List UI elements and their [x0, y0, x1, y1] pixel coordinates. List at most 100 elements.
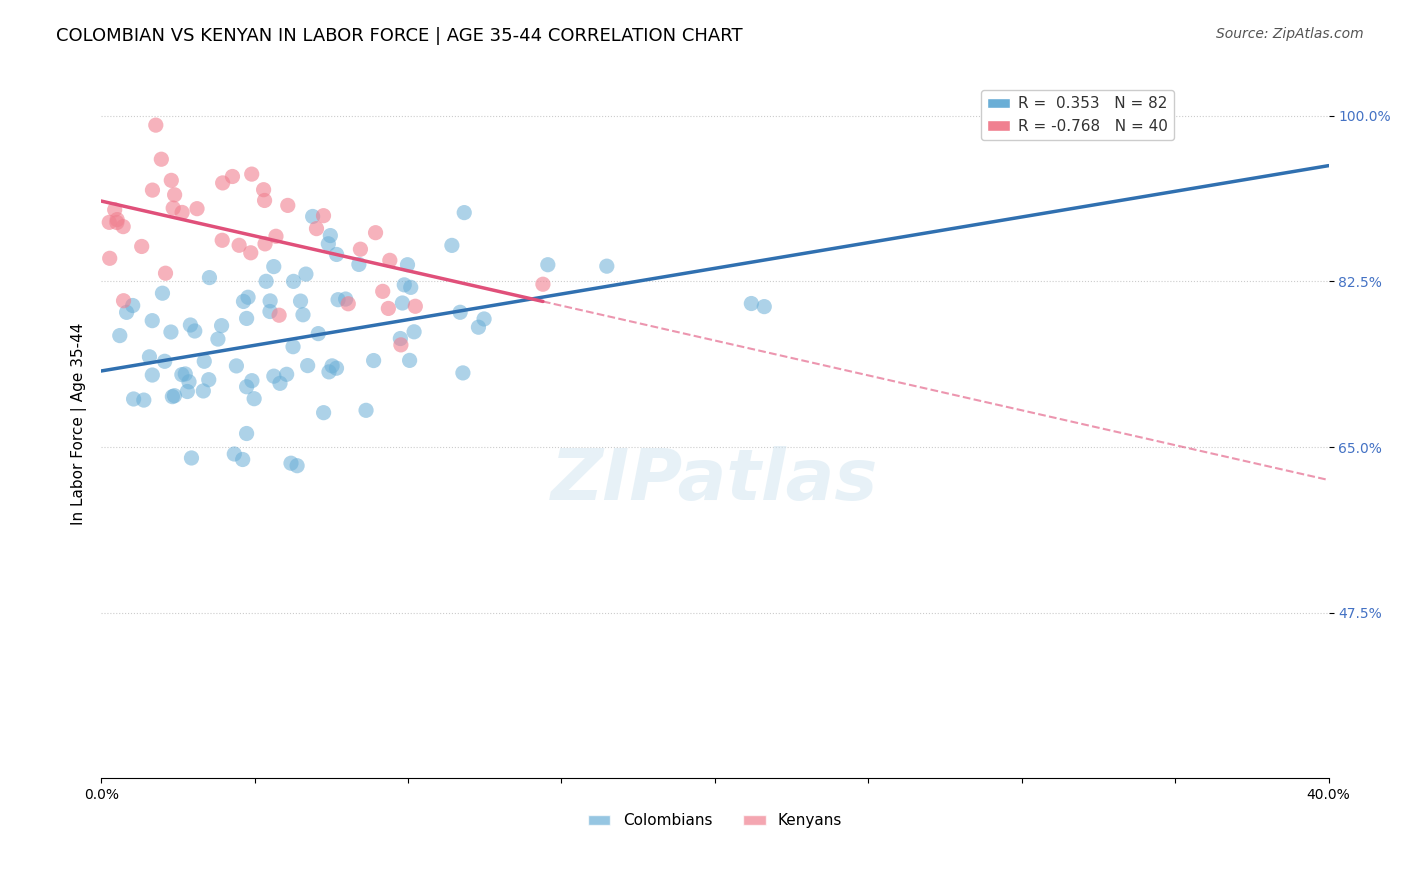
Point [305, 221, 328, 235]
Point [211, 233, 233, 247]
Point [440, 238, 463, 252]
Point [283, 274, 305, 288]
Point [531, 277, 554, 292]
Point [160, 325, 183, 339]
Point [312, 209, 335, 223]
Point [451, 366, 474, 380]
Point [162, 201, 184, 215]
Point [153, 354, 176, 368]
Point [290, 294, 312, 309]
Text: COLOMBIAN VS KENYAN IN LABOR FORCE | AGE 35-44 CORRELATION CHART: COLOMBIAN VS KENYAN IN LABOR FORCE | AGE… [56, 27, 742, 45]
Text: ZIPatlas: ZIPatlas [551, 446, 879, 515]
Point [254, 274, 277, 288]
Point [235, 380, 257, 394]
Point [152, 286, 174, 301]
Point [150, 153, 173, 167]
Point [221, 169, 243, 184]
Point [264, 229, 287, 244]
Point [253, 194, 276, 208]
Point [232, 294, 254, 309]
Point [467, 320, 489, 334]
Point [228, 238, 250, 252]
Point [404, 299, 426, 313]
Point [335, 292, 357, 306]
Point [389, 332, 412, 346]
Point [398, 353, 420, 368]
Point [354, 403, 377, 417]
Point [240, 167, 263, 181]
Point [177, 375, 200, 389]
Point [198, 270, 221, 285]
Point [184, 324, 207, 338]
Point [263, 369, 285, 384]
Point [297, 359, 319, 373]
Point [235, 426, 257, 441]
Point [207, 332, 229, 346]
Point [371, 285, 394, 299]
Point [224, 447, 246, 461]
Point [263, 260, 285, 274]
Point [211, 176, 233, 190]
Point [285, 458, 308, 473]
Point [98, 252, 121, 266]
Point [259, 293, 281, 308]
Point [155, 266, 177, 280]
Point [141, 313, 163, 327]
Point [321, 359, 343, 373]
Point [404, 325, 426, 339]
Point [325, 247, 347, 261]
Point [377, 301, 399, 316]
Point [211, 318, 233, 333]
Point [319, 228, 342, 243]
Point [163, 389, 186, 403]
Point [132, 393, 155, 408]
Point [186, 202, 208, 216]
Point [391, 296, 413, 310]
Point [312, 406, 335, 420]
Point [301, 210, 323, 224]
Legend: Colombians, Kenyans: Colombians, Kenyans [582, 807, 848, 834]
Point [325, 361, 347, 376]
Point [754, 300, 776, 314]
Point [141, 183, 163, 197]
Point [337, 297, 360, 311]
Point [240, 374, 263, 388]
Point [307, 326, 329, 341]
Point [105, 215, 128, 229]
Point [389, 338, 412, 352]
Point [291, 308, 314, 322]
Point [378, 253, 401, 268]
Point [254, 236, 277, 251]
Point [453, 205, 475, 219]
Point [170, 368, 193, 382]
Point [112, 219, 135, 234]
Point [98, 215, 121, 229]
Point [243, 392, 266, 406]
Point [277, 198, 299, 212]
Point [259, 304, 281, 318]
Point [537, 258, 560, 272]
Point [252, 183, 274, 197]
Point [276, 368, 298, 382]
Point [138, 350, 160, 364]
Point [318, 365, 340, 379]
Text: Source: ZipAtlas.com: Source: ZipAtlas.com [1216, 27, 1364, 41]
Point [163, 187, 186, 202]
Point [399, 280, 422, 294]
Point [172, 205, 194, 219]
Point [236, 290, 259, 304]
Point [396, 258, 419, 272]
Point [179, 318, 201, 332]
Point [115, 305, 138, 319]
Point [104, 202, 127, 217]
Point [160, 173, 183, 187]
Point [232, 452, 254, 467]
Y-axis label: In Labor Force | Age 35-44: In Labor Force | Age 35-44 [72, 322, 87, 524]
Point [269, 308, 291, 322]
Point [174, 367, 197, 381]
Point [180, 450, 202, 465]
Point [280, 456, 302, 470]
Point [225, 359, 247, 373]
Point [349, 242, 371, 256]
Point [131, 239, 153, 253]
